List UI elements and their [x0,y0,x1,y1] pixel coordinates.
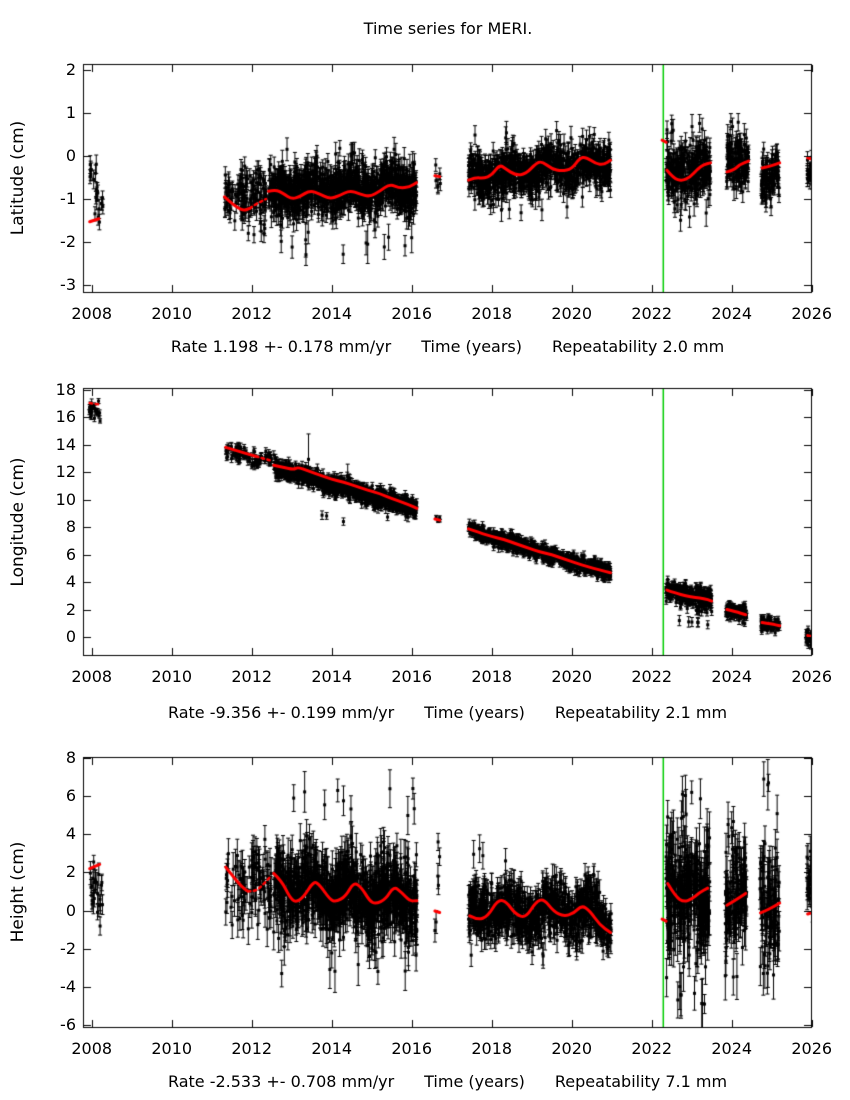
x-axis-label-latitude: Rate 1.198 +- 0.178 mm/yr Time (years) R… [83,337,812,356]
y-tick-label: 10 [55,489,76,509]
y-axis-label-latitude: Latitude (cm) [8,120,28,236]
y-tick-label: 8 [65,517,76,537]
y-tick-label: -1 [60,189,76,208]
y-tick-label: 2 [65,60,76,79]
x-tick-label: 2018 [471,1039,513,1058]
repeatability-text: Repeatability 2.0 mm [552,337,725,356]
x-tick-label: 2014 [311,304,353,323]
x-tick-label: 2022 [631,304,673,323]
x-tick-label: 2024 [711,1039,753,1058]
x-tick-label: 2022 [631,1039,673,1058]
x-tick-label: 2020 [551,304,593,323]
x-tick-label: 2016 [391,304,433,323]
x-axis-label-height: Rate -2.533 +- 0.708 mm/yr Time (years) … [83,1072,812,1091]
time-axis-text: Time (years) [424,1072,525,1091]
repeatability-text: Repeatability 2.1 mm [554,703,728,722]
time-axis-text: Time (years) [424,703,525,722]
x-tick-label: 2020 [551,667,593,686]
x-tick-label: 2014 [311,667,353,686]
x-tick-label: 2012 [231,667,273,686]
y-tick-label: 16 [55,407,76,427]
x-tick-label: 2016 [391,1039,433,1058]
x-axis-label-longitude: Rate -9.356 +- 0.199 mm/yr Time (years) … [83,703,812,722]
y-tick-label: 4 [65,824,76,844]
x-tick-label: 2024 [711,667,753,686]
x-tick-label: 2026 [791,304,833,323]
x-tick-label: 2026 [791,1039,833,1058]
y-tick-label: 1 [65,103,76,122]
x-tick-label: 2020 [551,1039,593,1058]
y-tick-label: 14 [55,434,76,454]
y-tick-label: -2 [60,938,76,958]
x-tick-label: 2016 [391,667,433,686]
y-tick-label: 8 [65,748,76,768]
x-tick-label: 2022 [631,667,673,686]
y-tick-label: -2 [60,232,76,251]
repeatability-text: Repeatability 7.1 mm [554,1072,728,1091]
y-tick-label: 0 [65,900,76,920]
time-axis-text: Time (years) [421,337,523,356]
y-tick-label: -4 [60,976,76,996]
x-tick-label: 2010 [151,667,193,686]
chart-title: Time series for MERI. [363,19,533,38]
x-tick-label: 2012 [231,304,273,323]
rate-text: Rate 1.198 +- 0.178 mm/yr [170,337,392,356]
y-tick-label: -6 [60,1015,76,1035]
x-tick-label: 2008 [71,667,113,686]
y-axis-label-height: Height (cm) [8,841,28,943]
x-tick-label: 2024 [711,304,753,323]
y-tick-label: -3 [60,275,76,294]
x-tick-label: 2014 [311,1039,353,1058]
x-tick-label: 2008 [71,1039,113,1058]
x-tick-label: 2012 [231,1039,273,1058]
y-tick-label: 2 [65,862,76,882]
y-tick-label: 2 [65,599,76,619]
y-tick-label: 12 [55,462,76,482]
y-tick-label: 6 [65,544,76,564]
x-tick-label: 2010 [151,304,193,323]
x-tick-label: 2008 [71,304,113,323]
rate-text: Rate -2.533 +- 0.708 mm/yr [167,1072,395,1091]
x-tick-label: 2018 [471,304,513,323]
y-tick-label: 18 [55,380,76,400]
y-tick-label: 0 [65,146,76,165]
x-tick-label: 2018 [471,667,513,686]
rate-text: Rate -9.356 +- 0.199 mm/yr [167,703,395,722]
y-tick-label: 6 [65,786,76,806]
y-tick-label: 0 [65,627,76,646]
y-axis-label-longitude: Longitude (cm) [8,457,28,587]
x-tick-label: 2010 [151,1039,193,1058]
y-tick-label: 4 [65,572,76,592]
x-tick-label: 2026 [791,667,833,686]
